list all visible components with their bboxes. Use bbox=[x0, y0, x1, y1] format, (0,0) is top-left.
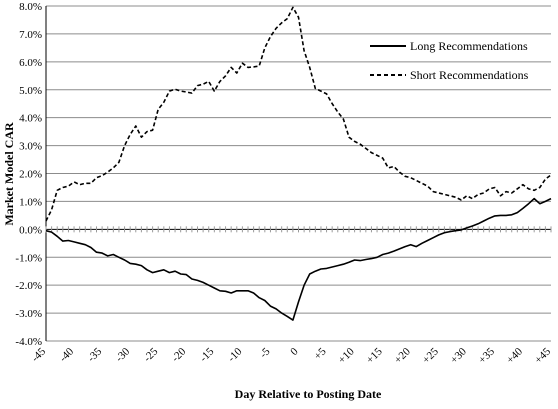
x-axis-title: Day Relative to Posting Date bbox=[235, 387, 382, 401]
y-tick-label: 2.0% bbox=[19, 169, 42, 181]
x-tick-label: +40 bbox=[504, 345, 525, 366]
x-tick-label: -5 bbox=[258, 345, 273, 360]
x-tick-label: -30 bbox=[113, 345, 132, 364]
y-tick-label: 5.0% bbox=[19, 85, 42, 97]
x-tick-labels: -45 -40 -35 -30 -25 -20 -15 -10 -5 0 +5 +10 +15 +20 +2… bbox=[29, 345, 553, 366]
y-tick-label: -4.0% bbox=[15, 336, 42, 348]
x-axis-ticks bbox=[45, 226, 552, 233]
series-line-short bbox=[45, 6, 552, 222]
x-tick-label: -45 bbox=[29, 345, 48, 364]
y-axis-title: Market Model CAR bbox=[2, 122, 16, 226]
legend: Long Recommendations Short Recommendatio… bbox=[370, 39, 529, 82]
y-tick-label: 8.0% bbox=[19, 1, 42, 13]
y-tick-label: -1.0% bbox=[15, 252, 42, 264]
x-tick-label: +35 bbox=[476, 345, 497, 366]
y-tick-label: 6.0% bbox=[19, 57, 42, 69]
x-tick-label: +20 bbox=[392, 345, 413, 366]
x-tick-label: +10 bbox=[336, 345, 357, 366]
y-tick-label: 3.0% bbox=[19, 141, 42, 153]
y-tick-label: 4.0% bbox=[19, 113, 42, 125]
legend-label-short: Short Recommendations bbox=[410, 68, 529, 82]
y-tick-label: 0.0% bbox=[19, 224, 42, 236]
y-tick-labels: -4.0% -3.0% -2.0% -1.0% 0.0% 1.0% 2.0% 3.0% 4.0%… bbox=[15, 1, 42, 348]
x-tick-label: +5 bbox=[312, 345, 329, 362]
x-tick-label: -40 bbox=[57, 345, 76, 364]
y-tick-label: -3.0% bbox=[15, 308, 42, 320]
x-tick-label: -25 bbox=[141, 345, 160, 364]
x-tick-label: 0 bbox=[288, 345, 301, 358]
y-tick-label: 7.0% bbox=[19, 29, 42, 41]
x-tick-label: -20 bbox=[170, 345, 189, 364]
legend-label-long: Long Recommendations bbox=[410, 39, 528, 53]
axes bbox=[45, 6, 552, 341]
x-tick-label: -35 bbox=[85, 345, 104, 364]
x-tick-label: +30 bbox=[448, 345, 469, 366]
y-tick-label: -2.0% bbox=[15, 280, 42, 292]
gridlines bbox=[46, 5, 551, 342]
x-tick-label: +25 bbox=[420, 345, 441, 366]
x-tick-label: +45 bbox=[532, 345, 553, 366]
y-tick-label: 1.0% bbox=[19, 196, 42, 208]
x-tick-label: +15 bbox=[364, 345, 385, 366]
x-tick-label: -15 bbox=[198, 345, 217, 364]
x-tick-label: -10 bbox=[226, 345, 245, 364]
series-layer bbox=[45, 6, 552, 321]
series-line-long bbox=[45, 197, 552, 321]
